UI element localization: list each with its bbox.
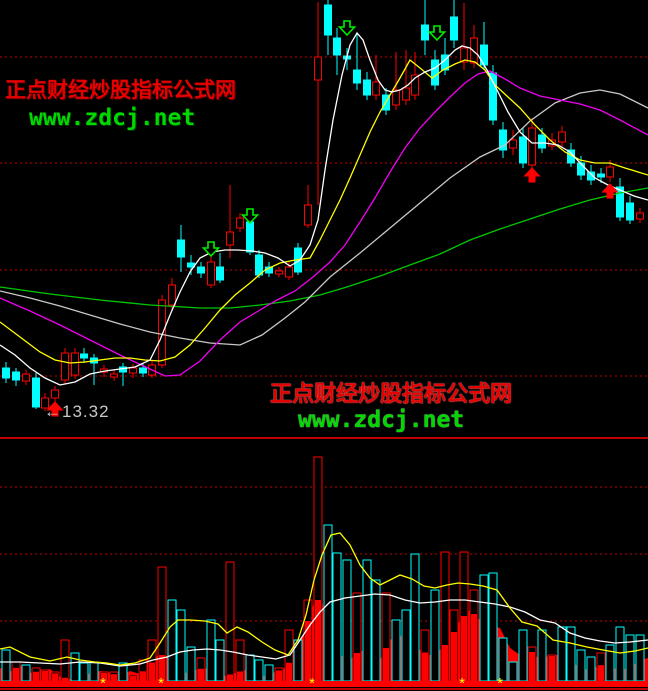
signal-asterisk: * [497, 675, 503, 691]
signal-asterisk: * [100, 675, 106, 691]
signal-asterisk: * [459, 675, 465, 691]
signal-asterisk: * [309, 675, 315, 691]
signal-asterisk: * [158, 675, 164, 691]
price-low-label: ←13.32 [44, 402, 110, 421]
